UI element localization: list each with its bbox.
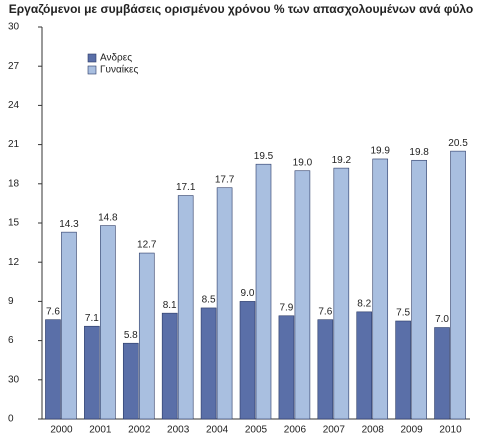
y-tick-label: 0 (8, 414, 14, 425)
bar (278, 315, 295, 420)
x-tick-label: 2001 (89, 425, 112, 436)
value-label: 20.5 (448, 138, 468, 149)
value-label: 19.2 (332, 155, 352, 166)
bar (61, 231, 77, 420)
legend-swatch (87, 65, 97, 75)
legend-label: Γυναίκες (100, 64, 138, 76)
bar (138, 252, 155, 420)
x-tick-label: 2007 (323, 425, 346, 436)
y-tick-label: 18 (8, 178, 20, 189)
x-tick-label: 2000 (50, 425, 73, 436)
bar (161, 312, 178, 420)
y-tick-label: 27 (8, 61, 20, 72)
value-label: 7.5 (396, 308, 410, 319)
y-tick-label: 30 (8, 22, 20, 33)
x-tick-label: 2002 (128, 425, 151, 436)
value-label: 7.9 (279, 302, 293, 313)
value-label: 5.8 (124, 330, 138, 341)
y-tick-label: 15 (8, 218, 20, 229)
bar (411, 159, 427, 420)
y-tick-label: 24 (8, 100, 20, 111)
x-tick-label: 2003 (167, 425, 190, 436)
value-label: 19.5 (254, 151, 274, 162)
bar (333, 167, 350, 420)
y-tick-label: 6 (8, 335, 14, 346)
x-tick-label: 2008 (362, 425, 385, 436)
bar (239, 301, 256, 420)
bar (45, 319, 61, 420)
value-label: 7.6 (318, 306, 332, 317)
bar (372, 158, 389, 420)
value-label: 7.6 (46, 306, 60, 317)
y-tick-label: 9 (8, 296, 14, 307)
chart-title: Εργαζόμενοι με συμβάσεις ορισμένου χρόνο… (9, 2, 474, 16)
value-label: 19.9 (370, 146, 390, 157)
value-label: 14.8 (98, 212, 118, 223)
bar (100, 225, 116, 420)
value-label: 17.1 (176, 182, 196, 193)
bar (395, 320, 411, 420)
bar (317, 319, 334, 420)
value-label: 17.7 (215, 174, 235, 185)
bar (177, 195, 194, 420)
legend-label: Ανδρες (100, 53, 132, 64)
legend-swatch (87, 53, 97, 63)
bar (356, 311, 373, 420)
bar (84, 325, 100, 420)
bar (434, 327, 450, 420)
y-tick-label: 21 (8, 139, 20, 150)
bar (122, 342, 139, 420)
x-tick-label: 2010 (439, 425, 462, 436)
value-label: 19.0 (293, 157, 313, 168)
value-label: 8.5 (202, 295, 216, 306)
x-tick-label: 2009 (401, 425, 424, 436)
value-label: 8.2 (357, 298, 371, 309)
y-tick-label: 30 (8, 374, 20, 385)
bar (294, 170, 311, 420)
bar (255, 163, 272, 420)
bar (200, 307, 217, 420)
value-label: 7.0 (435, 314, 449, 325)
value-label: 7.1 (85, 313, 99, 324)
value-label: 9.0 (241, 288, 255, 299)
x-tick-label: 2005 (245, 425, 268, 436)
x-tick-label: 2006 (284, 425, 307, 436)
value-label: 12.7 (137, 240, 157, 251)
value-label: 8.1 (163, 300, 177, 311)
x-tick-label: 2004 (206, 425, 229, 436)
y-tick-label: 12 (8, 257, 20, 268)
bar (450, 150, 466, 420)
value-label: 19.8 (409, 147, 429, 158)
value-label: 14.3 (59, 219, 79, 230)
bar (216, 187, 233, 420)
